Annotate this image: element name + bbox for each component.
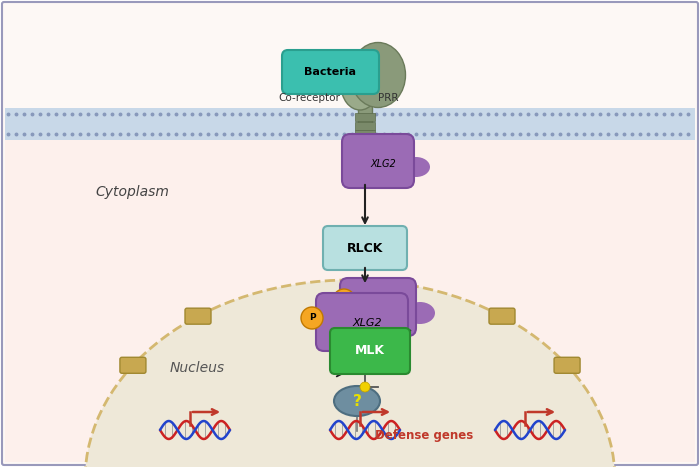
Ellipse shape: [402, 157, 430, 177]
FancyBboxPatch shape: [342, 134, 414, 188]
Ellipse shape: [341, 60, 379, 110]
FancyBboxPatch shape: [489, 308, 515, 324]
Circle shape: [301, 307, 323, 329]
FancyBboxPatch shape: [185, 308, 211, 324]
Bar: [355, 122, 375, 130]
Circle shape: [333, 289, 355, 311]
Text: P: P: [341, 296, 347, 304]
FancyBboxPatch shape: [282, 50, 379, 94]
Ellipse shape: [405, 302, 435, 324]
Bar: [5, 140, 695, 462]
FancyBboxPatch shape: [316, 293, 408, 351]
FancyBboxPatch shape: [330, 328, 410, 374]
Ellipse shape: [85, 280, 615, 467]
Text: Nucleus: Nucleus: [170, 361, 225, 375]
Circle shape: [360, 382, 370, 392]
Text: ?: ?: [353, 394, 361, 409]
Text: PRR: PRR: [378, 93, 398, 103]
Text: XLG2: XLG2: [352, 318, 382, 328]
Bar: [355, 113, 375, 121]
Text: XLG2: XLG2: [368, 305, 398, 315]
Text: Cytoplasm: Cytoplasm: [95, 185, 169, 199]
Ellipse shape: [334, 386, 380, 416]
Text: Defense genes: Defense genes: [375, 429, 473, 442]
Text: MLK: MLK: [355, 345, 385, 358]
Text: RLCK: RLCK: [346, 241, 383, 255]
Text: Bacteria: Bacteria: [304, 67, 356, 77]
FancyBboxPatch shape: [323, 226, 407, 270]
FancyBboxPatch shape: [120, 357, 146, 373]
FancyBboxPatch shape: [554, 357, 580, 373]
Text: P: P: [309, 313, 315, 323]
Bar: [355, 130, 375, 138]
Text: XLG2: XLG2: [370, 159, 396, 169]
Bar: [358, 60, 372, 160]
FancyBboxPatch shape: [340, 278, 416, 336]
Ellipse shape: [351, 42, 405, 107]
Bar: [5, 108, 695, 140]
Text: Co-receptor: Co-receptor: [278, 93, 340, 103]
